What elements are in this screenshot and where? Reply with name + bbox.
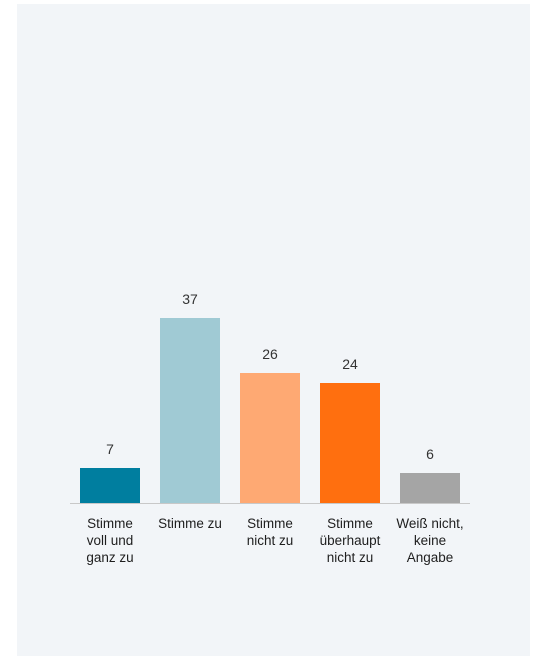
data-label-3: 24 <box>342 356 358 372</box>
category-label-line: Weiß nicht, <box>396 516 463 531</box>
bar-3 <box>320 383 380 503</box>
bars-group <box>80 318 460 503</box>
category-label-3: Stimme überhaupt nicht zu <box>320 516 381 565</box>
category-label-line: keine <box>414 533 446 548</box>
bar-1 <box>160 318 220 503</box>
category-label-2: Stimme nicht zu <box>247 516 294 548</box>
bar-4 <box>400 473 460 503</box>
category-label-line: nicht zu <box>247 533 294 548</box>
bar-2 <box>240 373 300 503</box>
category-label-line: voll und <box>87 533 134 548</box>
category-label-line: Stimme zu <box>158 516 222 531</box>
category-label-4: Weiß nicht, keine Angabe <box>396 516 463 565</box>
category-label-0: Stimme voll und ganz zu <box>86 516 133 565</box>
data-label-2: 26 <box>262 346 278 362</box>
bar-0 <box>80 468 140 503</box>
data-label-1: 37 <box>182 291 198 307</box>
category-label-line: ganz zu <box>86 550 133 565</box>
category-label-line: Stimme <box>247 516 293 531</box>
chart-panel <box>17 4 530 656</box>
category-labels-group: Stimme voll und ganz zu Stimme zu Stimme nich… <box>86 516 463 565</box>
category-label-line: Angabe <box>407 550 454 565</box>
data-label-0: 7 <box>106 441 114 457</box>
data-label-4: 6 <box>426 446 434 462</box>
category-label-line: Stimme <box>327 516 373 531</box>
category-label-line: überhaupt <box>320 533 381 548</box>
value-labels-group: 7 37 26 24 6 <box>106 291 434 462</box>
category-label-line: nicht zu <box>327 550 374 565</box>
category-label-line: Stimme <box>87 516 133 531</box>
category-label-1: Stimme zu <box>158 516 222 531</box>
